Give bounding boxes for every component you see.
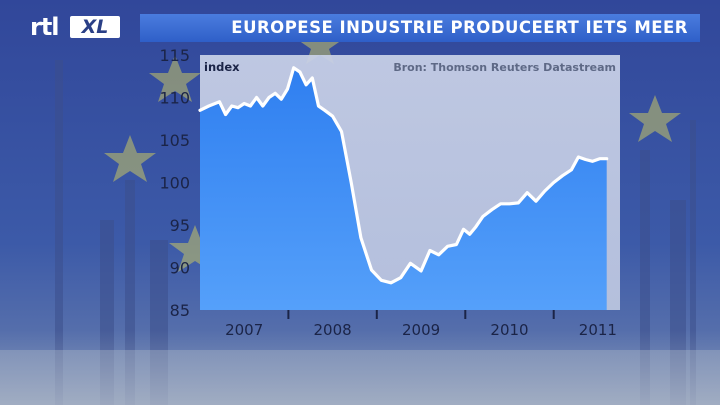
y-axis-label: index bbox=[204, 60, 240, 74]
y-tick-label: 95 bbox=[170, 216, 190, 235]
x-tick-label: 2010 bbox=[490, 321, 528, 339]
y-tick-label: 100 bbox=[159, 174, 190, 193]
logo-rtl-text: rtl bbox=[30, 13, 60, 41]
source-note: Bron: Thomson Reuters Datastream bbox=[393, 61, 616, 74]
y-tick-label: 90 bbox=[170, 259, 190, 278]
x-tick-label: 2008 bbox=[314, 321, 352, 339]
chart-title: EUROPESE INDUSTRIE PRODUCEERT IETS MEER bbox=[231, 18, 688, 37]
title-bar: EUROPESE INDUSTRIE PRODUCEERT IETS MEER bbox=[140, 14, 700, 42]
y-tick-label: 115 bbox=[159, 46, 190, 65]
x-tick-label: 2011 bbox=[579, 321, 617, 339]
y-tick-label: 110 bbox=[159, 89, 190, 108]
y-tick-label: 85 bbox=[170, 301, 190, 320]
x-tick-label: 2007 bbox=[225, 321, 263, 339]
series-line bbox=[198, 66, 609, 285]
x-tick-label: 2009 bbox=[402, 321, 440, 339]
logo-xl-text: XL bbox=[70, 16, 120, 38]
channel-logo: rtl XL bbox=[30, 14, 122, 40]
series-area bbox=[200, 67, 607, 310]
y-tick-label: 105 bbox=[159, 131, 190, 150]
